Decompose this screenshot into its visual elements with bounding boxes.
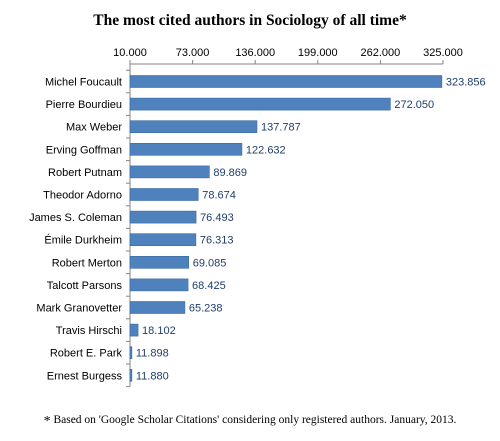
category-label: Max Weber (66, 122, 122, 134)
category-label: Mark Granovetter (36, 303, 122, 315)
x-tick-label: 136.000 (235, 47, 275, 59)
bar (129, 255, 190, 269)
value-label: 69.085 (193, 257, 227, 269)
category-label: Robert E. Park (50, 348, 123, 360)
category-label: Erving Goffman (46, 144, 122, 156)
value-label: 323.856 (446, 77, 486, 89)
bar (129, 188, 199, 201)
category-label: Robert Merton (52, 257, 122, 269)
x-tick-label: 10.000 (113, 47, 147, 59)
bars (129, 75, 443, 382)
value-label: 11.898 (136, 348, 169, 360)
x-axis: 10.000 73.000 136.000 199.000 262.000 325.000 (113, 47, 463, 65)
x-tick-label: 262.000 (361, 47, 401, 59)
value-label: 78.674 (202, 190, 236, 202)
value-label: 76.313 (200, 235, 234, 247)
category-label: Travis Hirschi (56, 325, 122, 337)
value-label: 122.632 (246, 144, 286, 156)
bar (129, 75, 443, 88)
bar (129, 278, 189, 292)
category-label: Michel Foucault (45, 77, 122, 89)
chart-footnote: * Based on 'Google Scholar Citations' co… (0, 414, 500, 430)
value-label: 76.493 (200, 212, 234, 224)
category-label: Theodor Adorno (43, 190, 122, 202)
bar (129, 97, 391, 111)
category-label: Ernest Burgess (47, 370, 123, 382)
category-label: James S. Coleman (29, 212, 122, 224)
footnote-marker: * (43, 414, 51, 429)
category-axis: Michel Foucault Pierre Bourdieu Max Weber E… (29, 64, 131, 388)
category-label: Robert Putnam (48, 167, 122, 179)
bar (129, 165, 210, 179)
value-label: 18.102 (142, 325, 176, 337)
bar (129, 233, 197, 246)
bar (129, 301, 186, 314)
value-label: 89.869 (213, 167, 247, 179)
category-label: Émile Durkheim (44, 234, 122, 247)
bar (129, 346, 133, 360)
value-label: 11.880 (136, 370, 169, 382)
bar (129, 368, 133, 382)
value-labels: 323.856 272.050 137.787 122.632 89.869 78.674… (136, 77, 486, 383)
footnote-text: Based on 'Google Scholar Citations' cons… (53, 414, 457, 426)
x-tick-label: 325.000 (423, 47, 463, 59)
bar (129, 323, 139, 337)
bar (129, 120, 258, 133)
bar (129, 143, 243, 156)
value-label: 68.425 (192, 280, 226, 292)
category-label: Talcott Parsons (47, 280, 123, 292)
category-label: Pierre Bourdieu (46, 99, 122, 111)
value-label: 65.238 (189, 303, 223, 315)
value-label: 272.050 (394, 99, 434, 111)
bar (129, 210, 197, 224)
x-tick-label: 73.000 (176, 47, 210, 59)
value-label: 137.787 (261, 122, 301, 134)
chart-title: The most cited authors in Sociology of a… (93, 12, 407, 29)
x-tick-label: 199.000 (298, 47, 338, 59)
